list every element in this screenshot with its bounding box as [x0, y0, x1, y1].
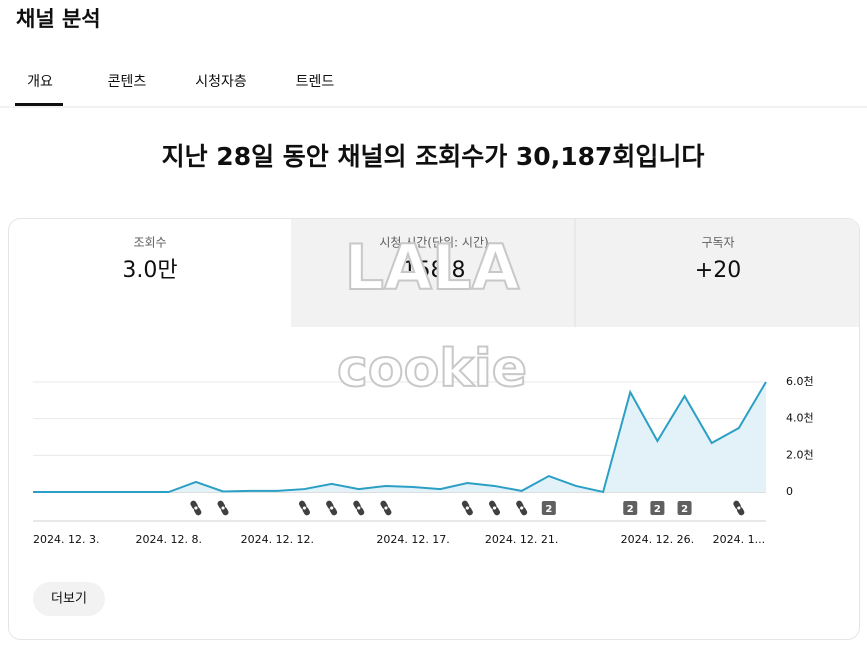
upload-count: 2	[654, 504, 661, 515]
shorts-icon	[353, 500, 365, 516]
x-tick-label: 2024. 12. 21.	[485, 533, 558, 546]
x-tick-label: 2024. 12. 8.	[135, 533, 201, 546]
upload-count-badge	[650, 501, 665, 515]
shorts-icon-dot	[194, 506, 198, 510]
metric-label: 구독자	[701, 236, 734, 250]
shorts-icon	[380, 500, 392, 516]
metrics: 조회수 3.0만 시청 시간(단위: 시간) 158.8 구독자 +20	[122, 236, 741, 284]
tab-bar: 개요 콘텐츠 시청자층 트렌드	[27, 74, 334, 90]
upload-count: 2	[545, 504, 552, 515]
shorts-icon-dot	[520, 506, 524, 510]
active-tab-indicator	[15, 103, 63, 106]
shorts-icon-dot	[384, 506, 388, 510]
tab[interactable]: 콘텐츠	[108, 74, 147, 90]
shorts-icon	[217, 500, 229, 516]
tab[interactable]: 시청자층	[195, 74, 247, 90]
x-tick-label: 2024. 1...	[713, 533, 765, 546]
watermark-text: LALA	[345, 231, 520, 304]
x-tick-label: 2024. 12. 26.	[621, 533, 694, 546]
x-tick-label: 2024. 12. 12.	[241, 533, 314, 546]
shorts-icon-dot	[737, 506, 741, 510]
metric-value: +20	[695, 258, 741, 283]
watermark: LALA cookie	[336, 230, 528, 400]
upload-count-badge	[541, 501, 556, 515]
shorts-icon	[733, 500, 745, 516]
chart: 0 2.0천 4.0천 6.0천 2 2 2 2 2024. 12. 3. 2024. 12. 8…	[33, 374, 814, 546]
page-title: 채널 분석	[16, 7, 101, 31]
upload-count: 2	[627, 504, 634, 515]
y-tick-label: 0	[786, 485, 793, 498]
metric-label: 시청 시간(단위: 시간)	[379, 236, 488, 250]
metric-value: 158.8	[403, 258, 466, 283]
shorts-icon	[489, 500, 501, 516]
headline: 지난 28일 동안 채널의 조회수가 30,187회입니다	[162, 142, 705, 171]
watermark-text: cookie	[337, 339, 527, 399]
shorts-icon-dot	[492, 506, 497, 510]
upload-count-badge	[623, 501, 638, 515]
shorts-icon-dot	[357, 506, 361, 510]
y-tick-label: 2.0천	[786, 447, 814, 461]
shorts-icon	[190, 500, 202, 516]
x-tick-label: 2024. 12. 17.	[376, 533, 449, 546]
y-tick-label: 4.0천	[786, 411, 814, 425]
more-button-label[interactable]: 더보기	[51, 592, 87, 607]
shorts-icon	[326, 500, 338, 516]
tab[interactable]: 개요	[27, 74, 53, 90]
metric-value: 3.0만	[122, 258, 177, 283]
shorts-icon-dot	[465, 506, 469, 510]
tab[interactable]: 트렌드	[296, 74, 335, 90]
metric-label: 조회수	[133, 236, 166, 250]
shorts-icon	[461, 500, 473, 516]
x-tick-label: 2024. 12. 3.	[33, 533, 99, 546]
shorts-icon-dot	[221, 506, 225, 510]
more-button[interactable]	[33, 582, 105, 616]
y-tick-label: 6.0천	[786, 374, 814, 388]
line	[33, 381, 767, 494]
shorts-icon	[298, 500, 310, 516]
shorts-icon	[516, 500, 528, 516]
upload-count: 2	[681, 504, 688, 515]
area	[33, 382, 766, 492]
shorts-icon-dot	[330, 506, 334, 510]
upload-count-badge	[677, 501, 692, 515]
shorts-icon-dot	[302, 506, 307, 510]
